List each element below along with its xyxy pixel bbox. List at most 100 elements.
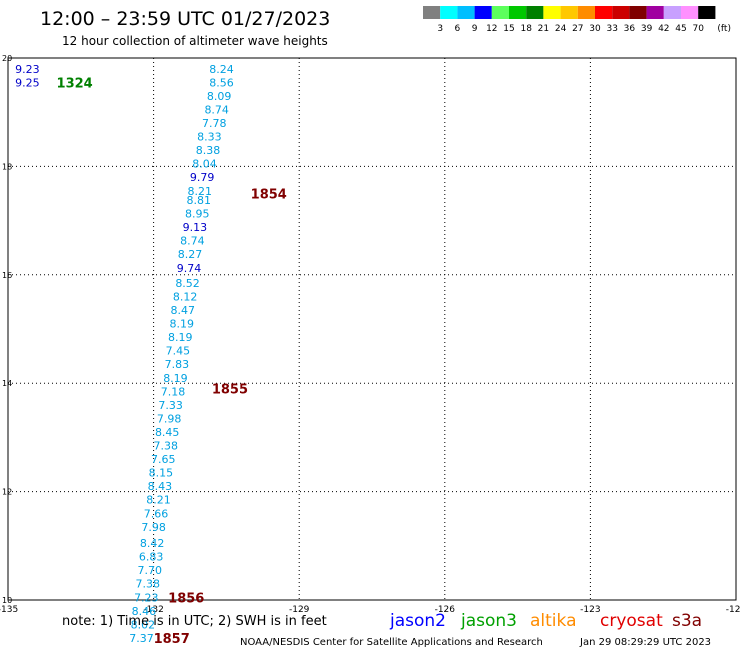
wave-height-labels: 8.248.568.098.747.788.338.388.049.798.21… <box>15 63 234 645</box>
legend-swatch <box>474 6 492 19</box>
x-tick-label: -123 <box>580 605 600 615</box>
wave-height-value: 8.43 <box>148 480 173 493</box>
legend-swatch <box>440 6 458 19</box>
satellite-legend: jason2 jason3 altika cryosat s3a <box>389 611 702 631</box>
y-tick-label: 12 <box>2 488 12 497</box>
legend-swatch <box>509 6 527 19</box>
legend-swatch <box>560 6 578 19</box>
plot-area <box>7 57 737 601</box>
legend-swatch <box>577 6 595 19</box>
wave-height-value: 8.15 <box>149 467 174 480</box>
satellite-name: jason2 <box>389 611 446 631</box>
wave-height-value: 8.56 <box>209 76 234 89</box>
legend-label: 39 <box>641 24 653 34</box>
wave-height-value: 8.19 <box>169 318 194 331</box>
pass-time-label: 1854 <box>251 188 287 203</box>
x-tick-label: -120 <box>726 605 740 615</box>
wave-height-value: 8.04 <box>192 158 217 171</box>
x-tick-label: -129 <box>289 605 310 615</box>
legend-label: 12 <box>486 24 497 34</box>
satellite-name: jason3 <box>460 611 517 631</box>
satellite-name: altika <box>530 611 577 631</box>
wave-height-value: 8.21 <box>187 185 212 198</box>
wave-height-value: 7.23 <box>134 591 159 604</box>
y-tick-label: 14 <box>2 379 12 388</box>
legend-swatch <box>543 6 561 19</box>
wave-height-value: 8.45 <box>155 426 180 439</box>
y-axis-ticks: 20 18 16 14 12 10 <box>2 54 12 605</box>
y-tick-label: 10 <box>2 596 12 605</box>
pass-time-label: 1857 <box>154 632 190 647</box>
pass-time-label: 1856 <box>168 591 204 606</box>
x-tick-label: -126 <box>435 605 456 615</box>
legend-label: 70 <box>692 24 704 34</box>
pass-time-label: 1855 <box>212 383 248 398</box>
color-scale-legend: 3 6 9 12 15 18 21 24 27 30 33 36 39 42 45 70 (ft) <box>423 6 731 34</box>
legend-label: 9 <box>472 24 478 34</box>
wave-height-value: 7.78 <box>202 117 227 130</box>
wave-height-value: 8.27 <box>178 248 203 261</box>
wave-height-value: 6.83 <box>139 551 164 564</box>
wave-height-value: 8.74 <box>204 103 229 116</box>
legend-label: 6 <box>455 24 461 34</box>
wave-height-value: 8.74 <box>180 235 205 248</box>
wave-height-value: 7.66 <box>144 507 169 520</box>
footer-credit: NOAA/NESDIS Center for Satellite Applica… <box>240 637 543 648</box>
legend-label: 27 <box>572 24 583 34</box>
wave-height-value: 8.52 <box>175 277 200 290</box>
wave-height-value: 8.46 <box>132 605 157 618</box>
legend-swatch <box>646 6 664 19</box>
legend-swatch <box>526 6 544 19</box>
wave-height-value: 8.33 <box>197 131 222 144</box>
pass-time-label: 1324 <box>57 76 93 91</box>
x-tick-label: -135 <box>0 605 18 615</box>
legend-swatch <box>629 6 647 19</box>
satellite-name: s3a <box>672 611 702 631</box>
wave-height-value: 7.38 <box>136 578 161 591</box>
wave-height-value: 7.45 <box>166 345 191 358</box>
chart-title: 12:00 – 23:59 UTC 01/27/2023 <box>40 8 330 30</box>
legend-swatch <box>698 6 716 19</box>
legend-swatch <box>491 6 509 19</box>
wave-height-value: 8.47 <box>170 304 195 317</box>
legend-label: 18 <box>520 24 532 34</box>
wave-height-value: 9.13 <box>183 221 208 234</box>
wave-height-value: 8.12 <box>173 290 198 303</box>
gridlines <box>8 58 736 600</box>
wave-height-value: 8.81 <box>186 194 211 207</box>
legend-swatch <box>612 6 630 19</box>
wave-height-value: 8.21 <box>146 494 171 507</box>
plot-frame <box>7 57 737 601</box>
legend-label: 36 <box>624 24 636 34</box>
wave-height-value: 8.95 <box>185 208 210 221</box>
wave-height-value: 7.65 <box>151 453 176 466</box>
wave-height-value: 7.70 <box>137 564 162 577</box>
wave-height-value: 8.38 <box>196 144 221 157</box>
satellite-name: cryosat <box>600 611 663 631</box>
x-axis-ticks: -135 -132 -129 -126 -123 -120 <box>0 605 740 615</box>
wave-height-value: 7.83 <box>165 358 190 371</box>
legend-swatch <box>423 6 441 19</box>
wave-height-value: 8.24 <box>209 63 234 76</box>
time-labels: 1324 1854 1855 1856 1857 <box>57 76 287 647</box>
footer-note: note: 1) Time is in UTC; 2) SWH is in fe… <box>62 614 327 629</box>
legend-swatch <box>595 6 613 19</box>
wave-height-value: 7.38 <box>153 440 178 453</box>
legend-label: 42 <box>658 24 669 34</box>
y-tick-label: 18 <box>2 162 12 171</box>
legend-label: 30 <box>589 24 601 34</box>
y-tick-label: 20 <box>2 54 12 63</box>
wave-height-value: 8.09 <box>207 90 232 103</box>
wave-height-value: 9.79 <box>190 171 215 184</box>
wave-height-value: 7.33 <box>158 399 183 412</box>
x-tick-label: -132 <box>143 605 163 615</box>
footer-timestamp: Jan 29 08:29:29 UTC 2023 <box>579 637 711 648</box>
wave-height-value: 9.25 <box>15 76 40 89</box>
wave-height-value: 8.02 <box>131 618 156 631</box>
legend-label: 21 <box>538 24 549 34</box>
legend-label: 45 <box>675 24 686 34</box>
legend-label: (ft) <box>717 24 731 34</box>
legend-label: 15 <box>503 24 514 34</box>
legend-swatch <box>457 6 475 19</box>
legend-label: 24 <box>555 24 567 34</box>
